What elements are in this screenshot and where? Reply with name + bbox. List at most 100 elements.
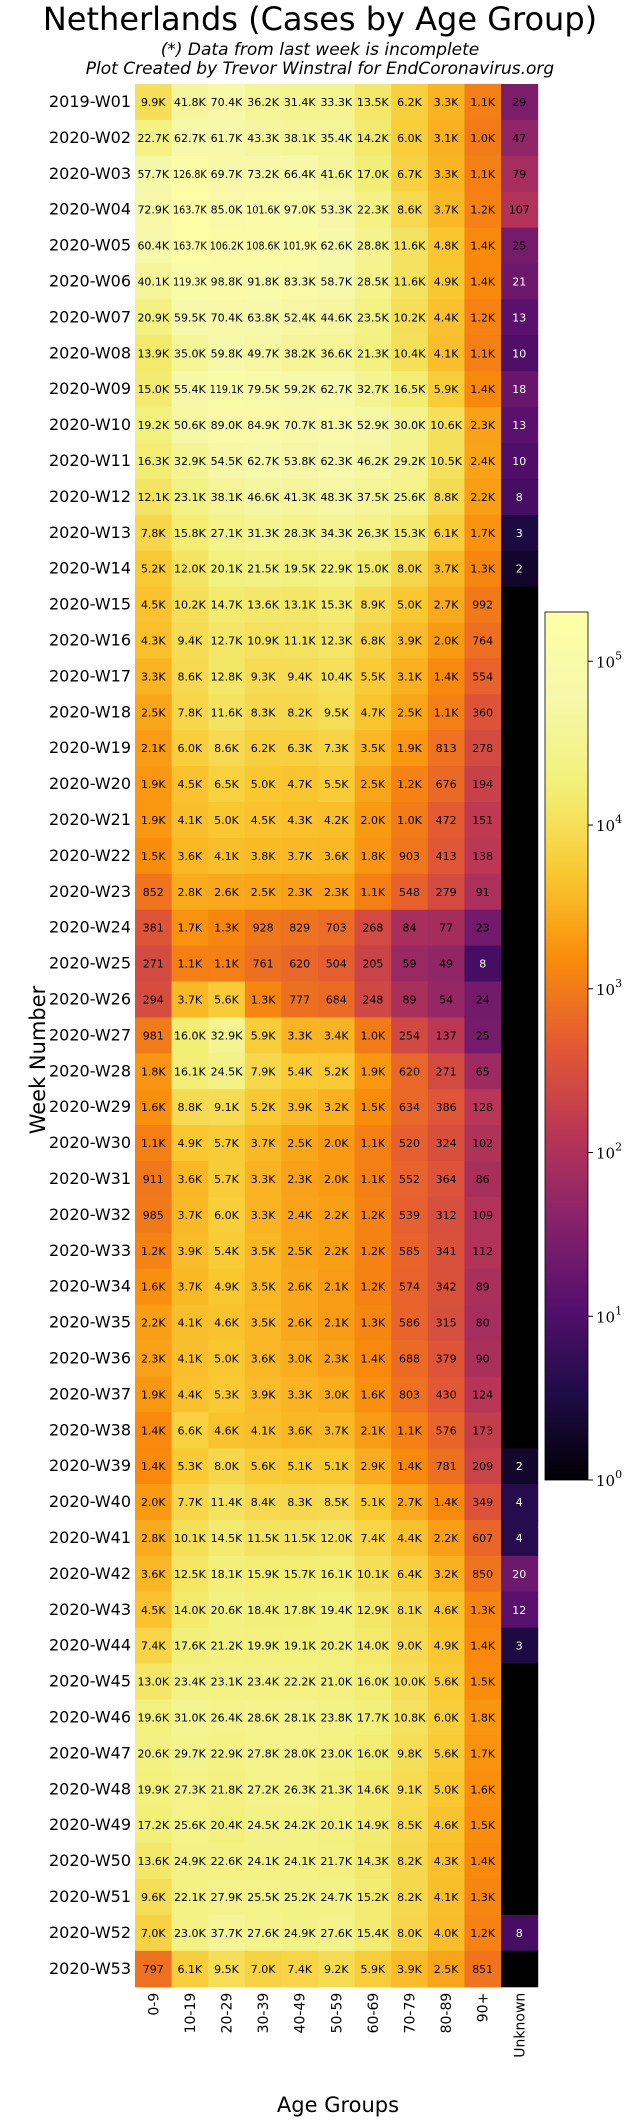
heatmap-cell	[318, 766, 356, 803]
heatmap-cell	[281, 514, 319, 552]
heatmap-cell	[427, 1484, 465, 1521]
heatmap-cell	[391, 335, 429, 372]
heatmap-cell	[244, 1089, 282, 1126]
week-labels: 2019-W01 2020-W02 2020-W03 2020-W04 2020-W05…	[49, 92, 131, 1978]
cell-value-label: 22.7K	[137, 132, 169, 145]
cell-value-label: 80	[476, 1317, 490, 1330]
cell-value-label: 1.1K	[361, 1137, 386, 1150]
cell-value-label: 13	[512, 311, 526, 324]
cell-value-label: 24.1K	[284, 1855, 316, 1868]
heatmap-cell	[354, 1376, 392, 1413]
heatmap-cell	[427, 119, 465, 157]
cell-value-label: 10.6K	[430, 419, 462, 432]
week-label: 2020-W34	[49, 1277, 131, 1296]
heatmap-cell	[171, 443, 209, 480]
chart-title: Netherlands (Cases by Age Group)	[42, 0, 598, 38]
week-label: 2020-W39	[49, 1456, 131, 1475]
cell-value-label: 5.9K	[361, 1963, 386, 1976]
cell-value-label: 21.8K	[211, 1783, 243, 1796]
cell-value-label: 8.0K	[397, 1927, 422, 1940]
week-label: 2020-W24	[49, 918, 131, 937]
cell-value-label: 4.3K	[141, 634, 166, 647]
cell-value-label: 16.0K	[174, 1029, 206, 1042]
heatmap-cell	[244, 622, 282, 659]
heatmap-cell	[464, 694, 502, 731]
heatmap-cell	[427, 1376, 465, 1413]
heatmap-cell	[318, 802, 356, 839]
cell-value-label: 5.2K	[251, 1101, 276, 1114]
heatmap-cell	[391, 766, 429, 803]
heatmap-cell	[464, 1412, 502, 1449]
heatmap-cell	[464, 981, 502, 1018]
age-group-label: Unknown	[512, 1993, 528, 2058]
cell-value-label: 3.6K	[251, 1352, 276, 1365]
cell-value-label: 2	[516, 1460, 523, 1473]
cell-value-label: 15.0K	[137, 383, 169, 396]
cell-value-label: 17.2K	[137, 1819, 169, 1832]
heatmap-cell	[391, 407, 429, 444]
heatmap-cell	[464, 1914, 502, 1952]
cell-value-label: 1.6K	[141, 1281, 166, 1294]
week-label: 2020-W40	[49, 1492, 131, 1511]
heatmap-cell	[464, 1053, 502, 1090]
heatmap-cell	[171, 263, 209, 300]
cell-value-label: 91	[476, 886, 490, 899]
heatmap-cell	[464, 1843, 502, 1880]
heatmap-cell	[464, 1771, 502, 1808]
heatmap-cell	[171, 1053, 209, 1090]
cell-value-label: 8.0K	[214, 1460, 239, 1473]
heatmap-cell	[135, 1196, 173, 1234]
heatmap-cell	[244, 694, 282, 731]
cell-value-label: 27.6K	[247, 1927, 279, 1940]
cell-value-label: 138	[472, 850, 493, 863]
cell-value-label: 35.4K	[320, 132, 352, 145]
heatmap-cell	[354, 1232, 392, 1270]
heatmap-cell	[135, 1879, 173, 1916]
cell-value-label: 3	[516, 1640, 523, 1653]
x-axis-title: Age Groups	[277, 2093, 399, 2117]
heatmap-cell	[171, 371, 209, 408]
cell-value-label: 6.0K	[397, 132, 422, 145]
cell-value-label: 5.9K	[434, 383, 459, 396]
cell-value-label: 985	[143, 1209, 164, 1222]
heatmap-cell	[208, 514, 246, 552]
heatmap-cell	[171, 945, 209, 983]
cell-value-label: 15.2K	[357, 1891, 389, 1904]
heatmap-cell	[427, 1807, 465, 1844]
heatmap-cell	[135, 1520, 173, 1557]
heatmap-cell	[501, 1376, 539, 1413]
week-label: 2020-W26	[49, 989, 131, 1008]
heatmap-cell	[208, 1484, 246, 1521]
heatmap-cell	[354, 586, 392, 624]
cell-value-label: 1.2K	[141, 1245, 166, 1258]
heatmap-cell	[427, 155, 465, 193]
heatmap-cell	[244, 1484, 282, 1521]
cell-value-label: 20.4K	[211, 1819, 243, 1832]
heatmap-cell	[244, 837, 282, 875]
heatmap-cell	[281, 1843, 319, 1880]
heatmap-cell	[464, 1340, 502, 1377]
age-group-label: 20-29	[220, 1993, 236, 2034]
heatmap-cell	[501, 1304, 539, 1342]
heatmap-cell	[354, 909, 392, 947]
heatmap-cell	[135, 837, 173, 875]
week-label: 2020-W08	[49, 343, 131, 362]
cell-value-label: 4	[516, 1496, 523, 1509]
age-group-label: 0-9	[146, 1993, 162, 2016]
cell-value-label: 54	[439, 993, 453, 1006]
cell-value-label: 271	[436, 1065, 457, 1078]
cell-value-label: 3	[516, 527, 523, 540]
cell-value-label: 1.6K	[470, 1783, 495, 1796]
heatmap-cell	[318, 1735, 356, 1772]
heatmap-cell	[318, 1771, 356, 1808]
week-label: 2020-W53	[49, 1959, 131, 1978]
cell-value-label: 29.7K	[174, 1747, 206, 1760]
cell-value-label: 21.5K	[247, 563, 279, 576]
heatmap-cell	[391, 909, 429, 947]
cell-value-label: 52.9K	[357, 419, 389, 432]
cell-value-label: 11.4K	[211, 1496, 243, 1509]
heatmap-cell	[354, 1304, 392, 1342]
heatmap-cell	[318, 371, 356, 408]
heatmap-cell	[318, 1699, 356, 1736]
cell-value-label: 13.6K	[137, 1855, 169, 1868]
